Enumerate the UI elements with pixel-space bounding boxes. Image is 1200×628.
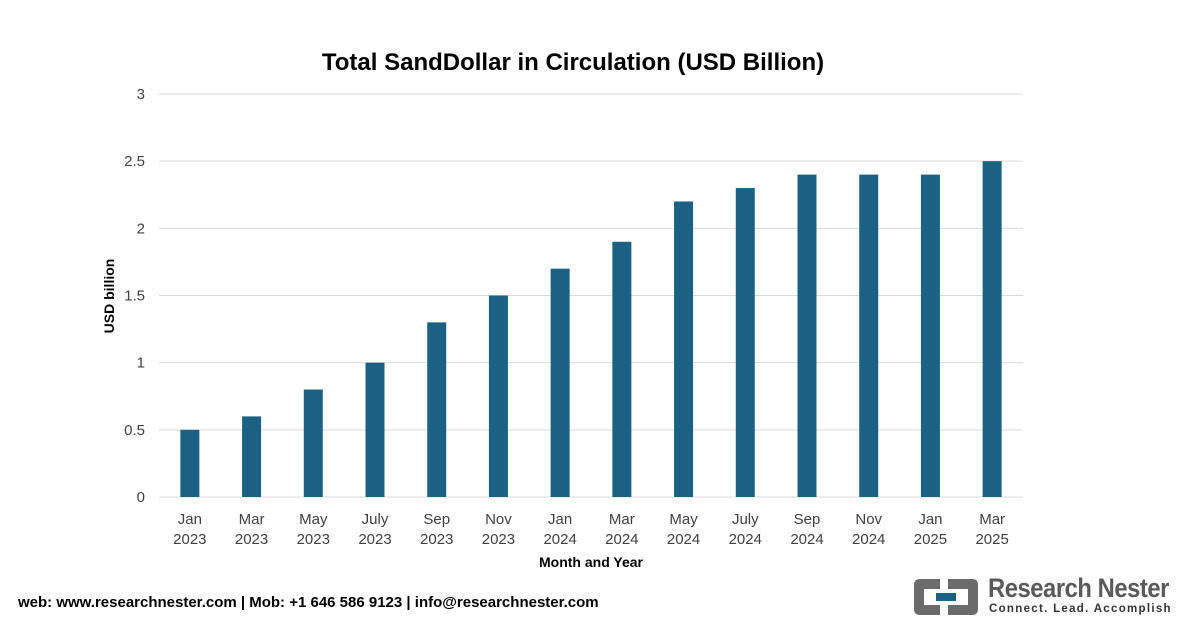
brand-logo: Research Nester Connect. Lead. Accomplis… [910,573,1190,619]
bar [735,188,755,498]
gridlines [159,93,1023,498]
y-tick-label: 1 [137,355,145,372]
bar [365,362,385,497]
bar [982,161,1002,497]
y-tick-label: 3 [137,86,145,103]
bar [859,174,879,497]
bar [674,201,694,497]
bar [242,416,262,497]
x-tick-label: Mar 2025 [975,511,1008,548]
y-tick-label: 2.5 [124,153,145,170]
bar [612,241,632,497]
x-tick-label: Jan 2025 [914,511,947,548]
bar [920,174,940,497]
bars [180,161,1002,498]
x-tick-label: Sep 2024 [790,511,823,548]
x-tick-label: July 2024 [729,511,762,548]
y-tick-label: 0.5 [124,422,145,439]
chart: Total SandDollar in Circulation (USD Bil… [101,49,1023,570]
chart-title: Total SandDollar in Circulation (USD Bil… [322,49,824,76]
x-tick-label: Sep 2023 [420,511,453,548]
x-tick-label: Mar 2023 [235,511,268,548]
x-tick-label: Jan 2023 [173,511,206,548]
y-axis-title: USD billion [101,259,117,334]
brand-tagline: Connect. Lead. Accomplish [989,603,1172,615]
bar [303,389,323,497]
y-tick-label: 2 [137,220,145,237]
x-tick-label: Nov 2023 [482,511,515,548]
bar [180,429,200,497]
bar [550,268,570,497]
bar [427,322,447,497]
y-axis-ticks: 0 0.5 1 1.5 2 2.5 3 [124,86,145,506]
footer-contact: web: www.researchnester.com | Mob: +1 64… [18,594,599,611]
x-axis-ticks: Jan 2023 Mar 2023 May 2023 July 2023 Sep 2023 Nov 2… [173,511,1009,548]
brand-name: Research Nester [988,573,1169,603]
bar [797,174,817,497]
research-nester-logo-icon [914,579,978,615]
x-tick-label: Mar 2024 [605,511,638,548]
x-tick-label: May 2024 [667,511,700,548]
x-axis-title: Month and Year [539,554,644,570]
y-tick-label: 1.5 [124,288,145,305]
x-tick-label: July 2023 [358,511,391,548]
bar [488,295,508,497]
x-tick-label: May 2023 [297,511,330,548]
x-tick-label: Nov 2024 [852,511,885,548]
y-tick-label: 0 [137,489,145,506]
x-tick-label: Jan 2024 [543,511,576,548]
